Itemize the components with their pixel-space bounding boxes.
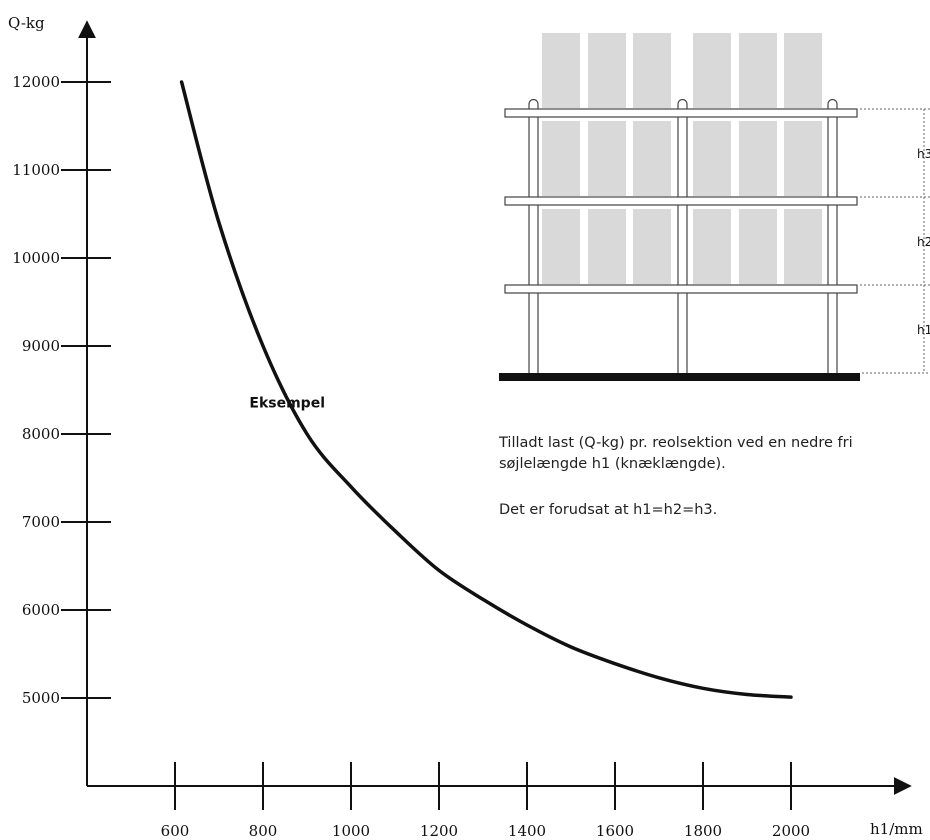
y-axis-title: Q-kg — [8, 14, 45, 32]
note-allowed-load: Tilladt last (Q-kg) pr. reolsektion ved … — [499, 435, 853, 472]
y-tick-label: 12000 — [12, 73, 60, 91]
x-axis-title: h1/mm — [870, 820, 923, 838]
h1-label: h1 — [917, 323, 930, 337]
y-tick-label: 6000 — [22, 601, 60, 619]
x-tick-label: 1800 — [684, 822, 722, 840]
rack-beams — [504, 108, 858, 294]
y-tick-label: 10000 — [12, 249, 60, 267]
height-dimensions — [860, 108, 930, 374]
x-ticks: 600 800 1000 1200 1400 1600 1800 2000 — [161, 762, 810, 840]
y-tick-label: 11000 — [12, 161, 60, 179]
y-ticks: 5000 6000 7000 8000 9000 10000 11000 12000 — [12, 73, 111, 707]
x-tick-label: 600 — [161, 822, 190, 840]
rack-floor — [499, 373, 860, 381]
note-assumption: Det er forudsat at h1=h2=h3. — [499, 502, 718, 518]
rack-uprights — [528, 98, 838, 374]
load-curve — [179, 80, 793, 699]
y-tick-label: 7000 — [22, 513, 60, 531]
y-tick-label: 8000 — [22, 425, 60, 443]
h2-label: h2 — [917, 235, 930, 249]
x-tick-label: 2000 — [772, 822, 810, 840]
load-boxes — [542, 33, 822, 284]
x-tick-label: 1200 — [420, 822, 458, 840]
y-tick-label: 9000 — [22, 337, 60, 355]
x-tick-label: 1400 — [508, 822, 546, 840]
h3-label: h3 — [917, 147, 930, 161]
rack-diagram: h3 h2 h1 — [499, 33, 930, 381]
y-tick-label: 5000 — [22, 689, 60, 707]
x-tick-label: 1600 — [596, 822, 634, 840]
x-tick-label: 1000 — [332, 822, 370, 840]
eksempel-annotation: Eksempel — [249, 396, 325, 412]
x-tick-label: 800 — [249, 822, 278, 840]
